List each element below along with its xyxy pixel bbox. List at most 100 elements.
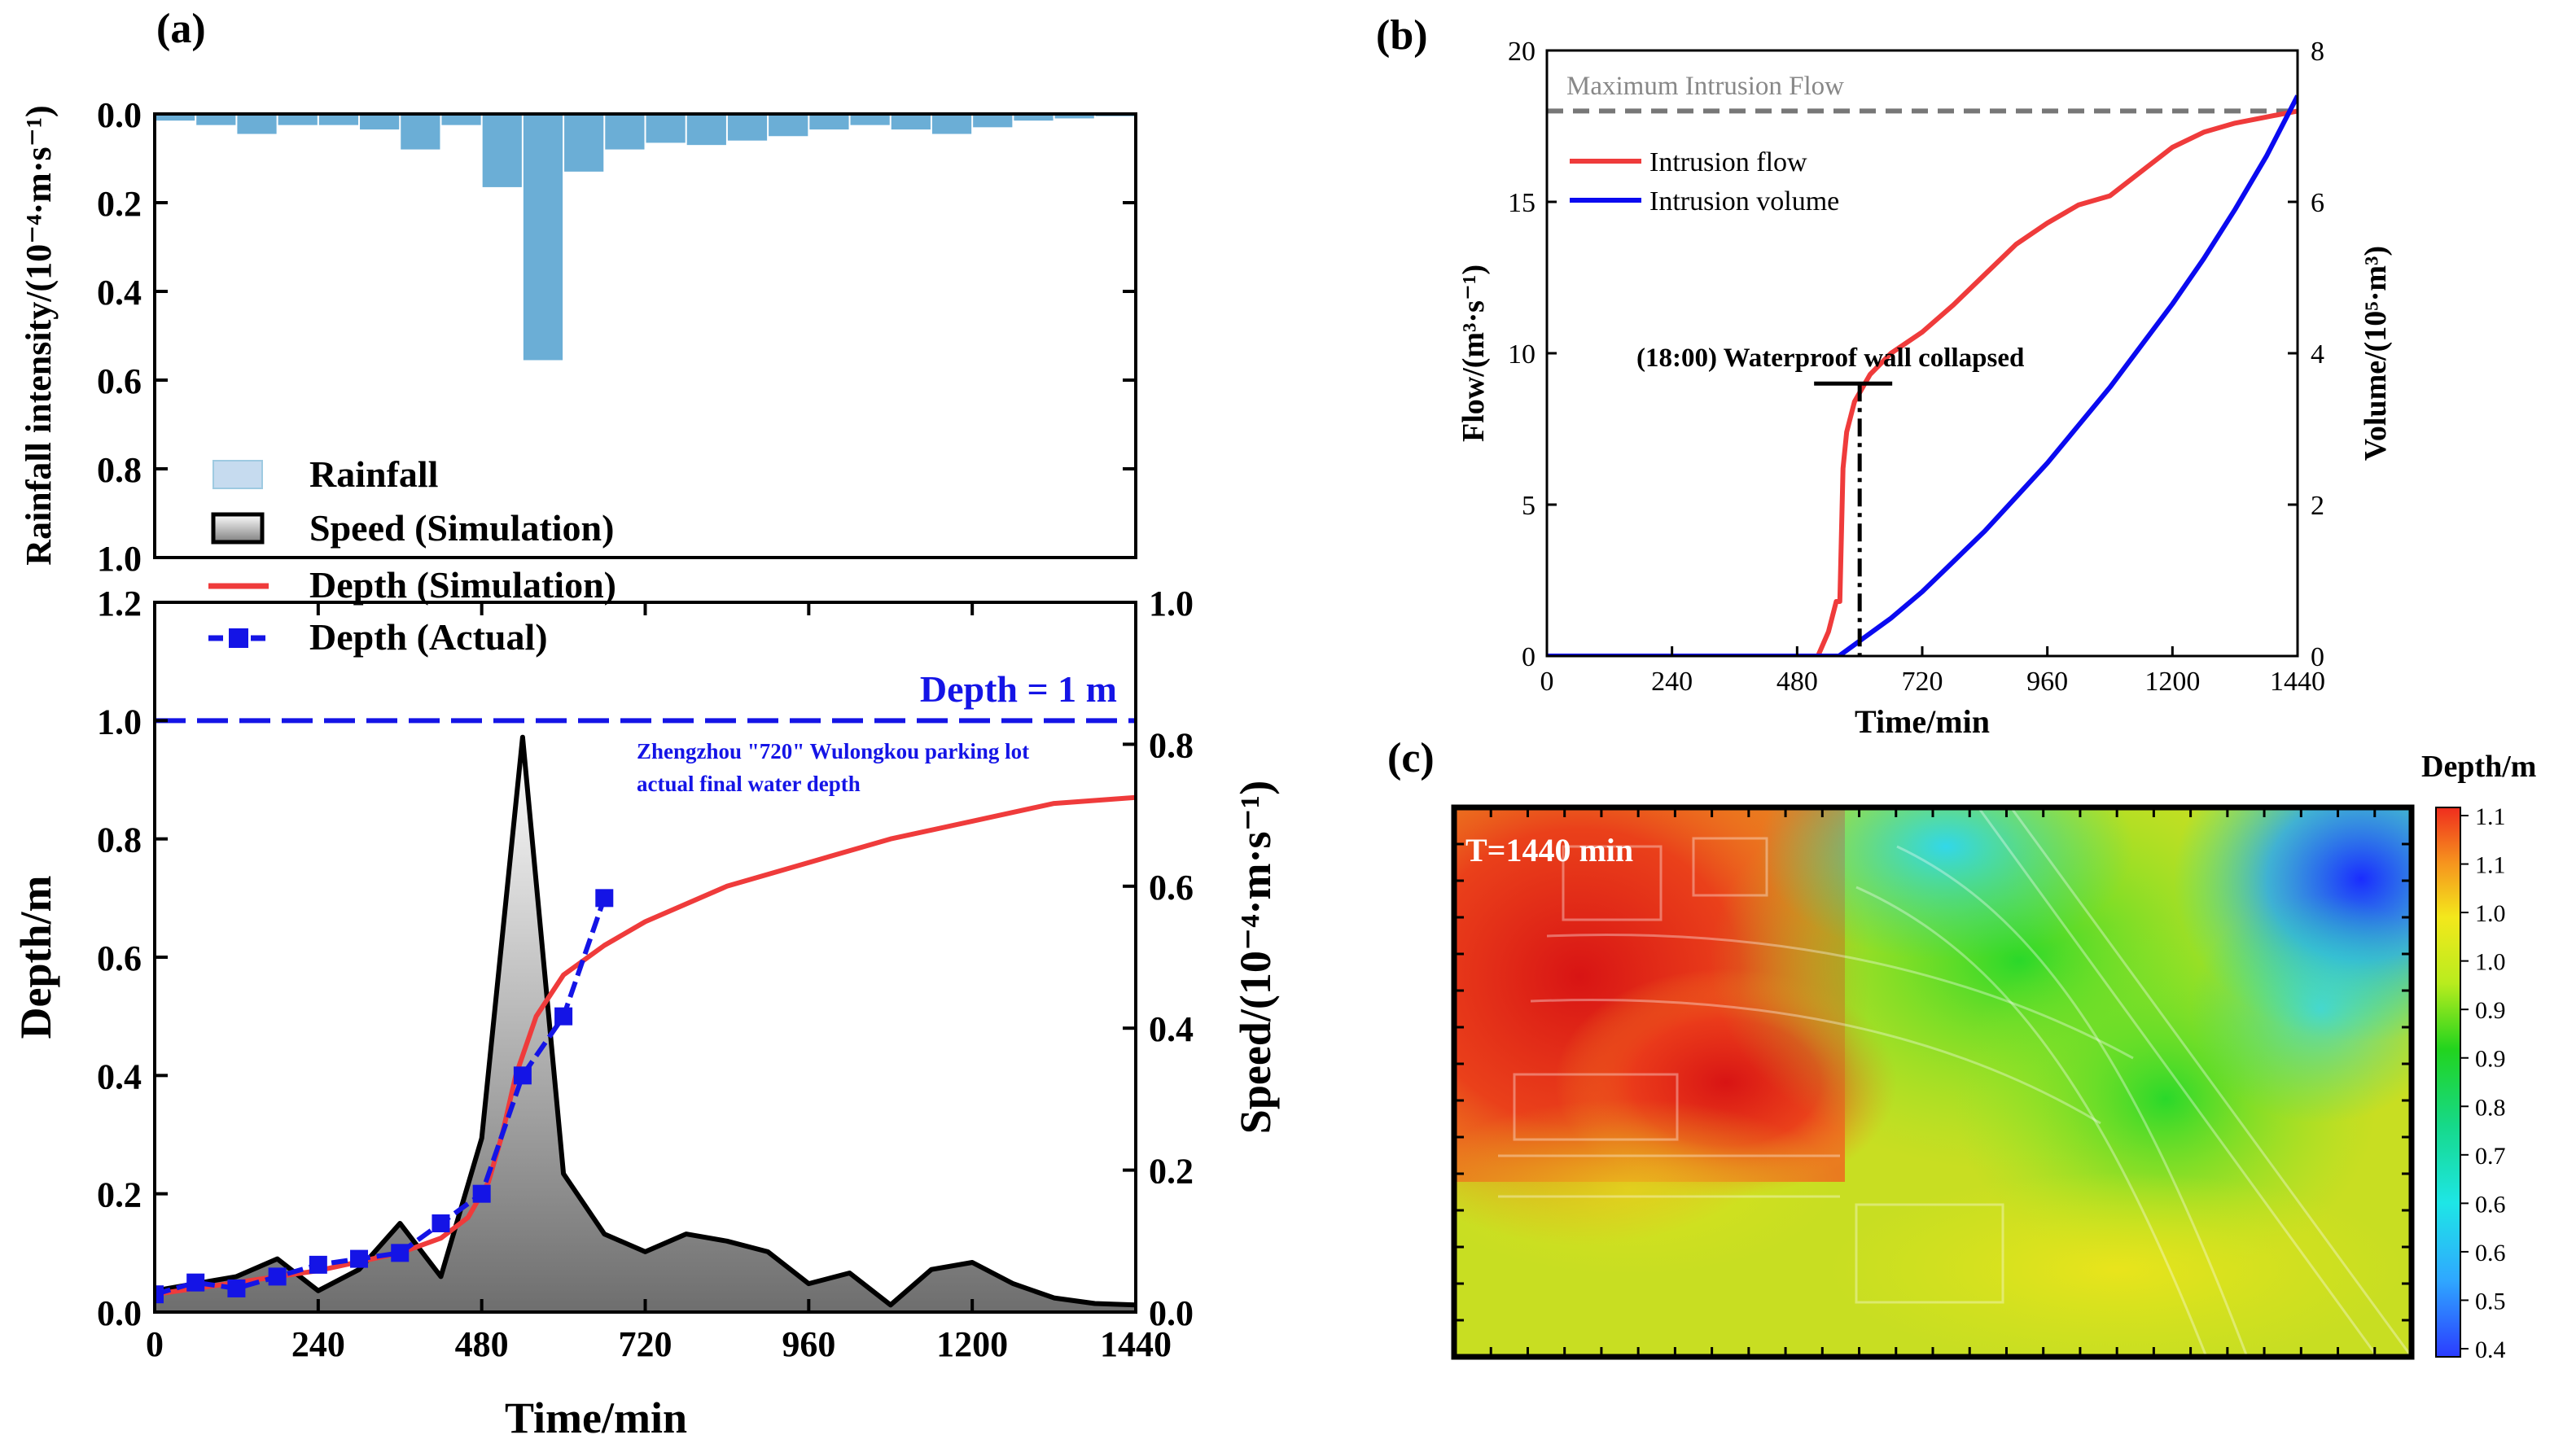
legend-volume-label: Intrusion volume bbox=[1649, 186, 1839, 217]
volume-y-tick-label: 6 bbox=[2311, 188, 2324, 218]
rainfall-bar bbox=[196, 114, 236, 125]
depth-y-tick-label: 1.0 bbox=[97, 702, 142, 741]
rainfall-bar bbox=[564, 114, 604, 172]
rainfall-bar bbox=[769, 114, 808, 137]
depth-x-tick-label: 0 bbox=[146, 1324, 164, 1364]
intrusion-x-tick-label: 960 bbox=[2026, 667, 2068, 697]
volume-y-tick-label: 2 bbox=[2311, 491, 2324, 521]
speed-y-tick-label: 0.4 bbox=[1149, 1009, 1194, 1049]
rainfall-y-tick-label: 0.0 bbox=[97, 95, 142, 135]
depth-y-tick-label: 0.2 bbox=[97, 1175, 142, 1215]
colorbar-tick-label: 0.9 bbox=[2475, 997, 2506, 1024]
depth-actual-marker bbox=[554, 1007, 573, 1026]
volume-y-tick-label: 0 bbox=[2311, 642, 2324, 672]
depth-y-tick-label: 0.4 bbox=[97, 1056, 142, 1096]
depth-actual-marker bbox=[268, 1267, 287, 1286]
depth-map-field bbox=[1454, 807, 2412, 1357]
legend-rainfall-swatch bbox=[212, 460, 263, 489]
legend-depth-sim-label: Depth (Simulation) bbox=[309, 564, 616, 606]
rainfall-y-tick-label: 0.4 bbox=[97, 273, 142, 313]
colorbar-label: Depth/m bbox=[2421, 750, 2536, 784]
rainfall-bar bbox=[237, 114, 277, 134]
speed-area bbox=[155, 737, 1136, 1312]
depth-x-tick-label: 1440 bbox=[1100, 1324, 1172, 1364]
depth-speed-chart: 0 240 480 720 960 1200 14400.00.20.40.60.81.01… bbox=[11, 584, 1280, 1442]
depth-actual-marker bbox=[186, 1273, 205, 1292]
colorbar-tick-label: 1.1 bbox=[2475, 852, 2506, 879]
panel-label-a: (a) bbox=[156, 6, 206, 52]
rainfall-bar bbox=[318, 114, 359, 125]
rainfall-y-tick-label: 0.2 bbox=[97, 184, 142, 224]
rainfall-bar bbox=[360, 114, 400, 130]
speed-line bbox=[155, 734, 1136, 1308]
intrusion-x-tick-label: 0 bbox=[1540, 667, 1554, 697]
depth-y-tick-label: 0.6 bbox=[97, 938, 142, 978]
depth-actual-marker bbox=[309, 1255, 327, 1274]
annotation-line-1: Zhengzhou "720" Wulongkou parking lot bbox=[637, 739, 1029, 763]
depth-actual-marker bbox=[595, 889, 614, 908]
rainfall-bars bbox=[156, 114, 1135, 361]
depth-actual-marker bbox=[391, 1244, 410, 1262]
volume-y-axis-label: Volume/(10⁵·m³) bbox=[2359, 246, 2393, 461]
depth-actual-marker bbox=[155, 1285, 164, 1304]
rainfall-plot-frame bbox=[153, 112, 1137, 559]
colorbar bbox=[2435, 807, 2461, 1358]
rainfall-bar bbox=[727, 114, 768, 141]
depth-map: T=1440 min 1.1 1.1 1.0 1.0 0.9 0.9 0.8 0.7 0.6 0.… bbox=[1451, 750, 2536, 1363]
rainfall-bar bbox=[401, 114, 440, 150]
rainfall-bar bbox=[809, 114, 849, 130]
depth-actual-marker bbox=[472, 1184, 491, 1203]
intrusion-x-tick-label: 1440 bbox=[2270, 667, 2325, 697]
depth-x-tick-label: 1200 bbox=[936, 1324, 1008, 1364]
rainfall-bar bbox=[605, 114, 645, 150]
depth-simulation-line bbox=[155, 794, 1136, 1297]
legend-speed-label: Speed (Simulation) bbox=[309, 507, 614, 549]
speed-y-tick-label: 0.2 bbox=[1149, 1152, 1194, 1192]
rainfall-bar bbox=[931, 114, 972, 134]
annotation-line-2: actual final water depth bbox=[637, 772, 861, 796]
colorbar-tick-label: 0.6 bbox=[2475, 1191, 2506, 1218]
speed-y-axis-label: Speed/(10⁻⁴·m·s⁻¹) bbox=[1231, 781, 1280, 1134]
flow-y-tick-label: 5 bbox=[1522, 491, 1536, 521]
collapse-label: (18:00) Waterproof wall collapsed bbox=[1636, 343, 2024, 373]
rainfall-y-tick-label: 0.8 bbox=[97, 450, 142, 490]
intrusion-x-tick-label: 240 bbox=[1651, 667, 1693, 697]
depth-actual-marker bbox=[513, 1066, 532, 1085]
flow-y-axis-label: Flow/(m³·s⁻¹) bbox=[1457, 265, 1491, 442]
speed-y-tick-label: 0.0 bbox=[1149, 1293, 1194, 1333]
volume-y-tick-label: 8 bbox=[2311, 37, 2324, 67]
rainfall-bar bbox=[850, 114, 890, 125]
colorbar-tick-label: 1.0 bbox=[2475, 949, 2506, 976]
rainfall-bar bbox=[523, 114, 563, 361]
rainfall-bar bbox=[156, 114, 195, 121]
depth-actual-markers bbox=[155, 889, 614, 1304]
legend-rainfall-label: Rainfall bbox=[309, 453, 438, 495]
legend-a: Rainfall Speed (Simulation) Depth (Simul… bbox=[208, 453, 616, 658]
max-flow-label: Maximum Intrusion Flow bbox=[1566, 72, 1844, 101]
depth-actual-marker bbox=[227, 1279, 246, 1297]
flow-y-tick-label: 0 bbox=[1522, 642, 1536, 672]
intrusion-x-tick-label: 480 bbox=[1776, 667, 1818, 697]
depth-map-title: T=1440 min bbox=[1465, 832, 1633, 868]
speed-y-tick-label: 1.0 bbox=[1149, 584, 1194, 623]
colorbar-tick-label: 1.0 bbox=[2475, 900, 2506, 927]
panel-label-b: (b) bbox=[1376, 12, 1428, 59]
rainfall-bar bbox=[646, 114, 686, 143]
rainfall-y-tick-label: 1.0 bbox=[97, 539, 142, 579]
colorbar-tick-label: 0.8 bbox=[2475, 1094, 2506, 1121]
depth-threshold-label: Depth = 1 m bbox=[920, 668, 1117, 710]
depth-x-tick-label: 480 bbox=[455, 1324, 509, 1364]
rainfall-bar bbox=[482, 114, 522, 187]
depth-y-tick-label: 0.0 bbox=[97, 1293, 142, 1333]
depth-y-axis-label: Depth/m bbox=[11, 875, 60, 1039]
speed-y-tick-label: 0.6 bbox=[1149, 868, 1194, 908]
depth-actual-marker bbox=[432, 1214, 450, 1232]
intrusion-x-tick-label: 1200 bbox=[2144, 667, 2200, 697]
depth-x-tick-label: 960 bbox=[782, 1324, 835, 1364]
rainfall-bar bbox=[1014, 114, 1054, 121]
colorbar-tick-label: 0.4 bbox=[2475, 1336, 2506, 1363]
rainfall-chart: 0.0 0.2 0.4 0.6 0.8 1.0 Rainfall intensity/(1… bbox=[19, 95, 1137, 579]
flow-y-tick-label: 15 bbox=[1508, 188, 1536, 218]
colorbar-tick-label: 1.1 bbox=[2475, 803, 2506, 830]
